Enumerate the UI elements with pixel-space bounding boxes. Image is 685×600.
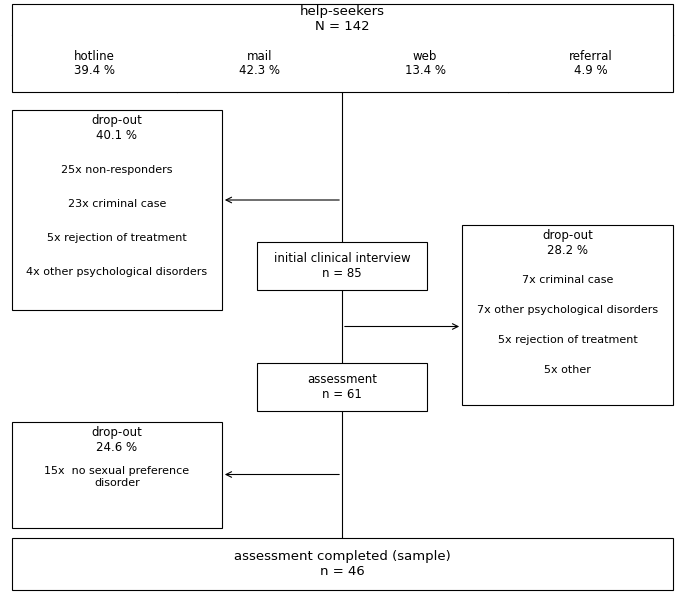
Text: drop-out
40.1 %: drop-out 40.1 %: [92, 114, 142, 142]
Bar: [257, 242, 427, 290]
Bar: [12, 538, 673, 590]
Bar: [12, 422, 222, 528]
Text: drop-out
24.6 %: drop-out 24.6 %: [92, 426, 142, 454]
Text: 25x non-responders: 25x non-responders: [61, 165, 173, 175]
Bar: [257, 363, 427, 411]
Text: web
13.4 %: web 13.4 %: [405, 49, 446, 77]
Text: 7x other psychological disorders: 7x other psychological disorders: [477, 305, 658, 315]
Text: initial clinical interview
n = 85: initial clinical interview n = 85: [274, 252, 410, 280]
Bar: [12, 4, 673, 92]
Bar: [462, 225, 673, 405]
Bar: [12, 110, 222, 310]
Text: referral
4.9 %: referral 4.9 %: [569, 49, 612, 77]
Text: help-seekers
N = 142: help-seekers N = 142: [300, 5, 385, 34]
Text: 15x  no sexual preference
disorder: 15x no sexual preference disorder: [45, 466, 190, 488]
Text: 5x rejection of treatment: 5x rejection of treatment: [497, 335, 637, 345]
Text: 23x criminal case: 23x criminal case: [68, 199, 166, 209]
Text: drop-out
28.2 %: drop-out 28.2 %: [542, 229, 593, 257]
Text: 5x rejection of treatment: 5x rejection of treatment: [47, 233, 187, 243]
Text: assessment completed (sample)
n = 46: assessment completed (sample) n = 46: [234, 550, 451, 578]
Text: 4x other psychological disorders: 4x other psychological disorders: [27, 267, 208, 277]
Text: 7x criminal case: 7x criminal case: [522, 275, 613, 285]
Text: 5x other: 5x other: [544, 365, 591, 375]
Text: hotline
39.4 %: hotline 39.4 %: [74, 49, 115, 77]
Text: assessment
n = 61: assessment n = 61: [307, 373, 377, 401]
Text: mail
42.3 %: mail 42.3 %: [239, 49, 280, 77]
